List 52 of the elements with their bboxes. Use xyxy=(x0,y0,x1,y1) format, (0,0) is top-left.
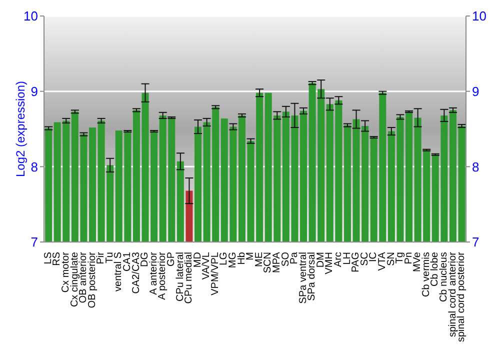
x-tick-label: DG xyxy=(140,252,151,267)
x-tick-label: Pn xyxy=(403,252,414,264)
x-tick-label: SPa dorsal xyxy=(306,252,318,301)
x-tick-label: Hb xyxy=(236,252,248,265)
x-tick-label: GP xyxy=(166,252,177,266)
x-tick-label: spinal cord anterior xyxy=(447,251,458,338)
x-tick-label: Cx cingulate xyxy=(69,252,80,308)
x-tick-label: VTA xyxy=(376,252,388,271)
x-tick-label: VPM/VPL xyxy=(210,252,221,296)
x-tick-label: MVe xyxy=(412,252,424,272)
y2-tick-label: 9 xyxy=(472,84,480,99)
y-tick-label: 8 xyxy=(30,159,38,174)
x-tick-label: DM xyxy=(315,252,326,268)
x-tick-label: LG xyxy=(218,252,230,266)
x-tick-label: Pir xyxy=(96,251,107,264)
x-tick-label: CA1 xyxy=(122,252,134,272)
x-tick-label: Pa xyxy=(289,252,300,264)
x-tick-label: LH xyxy=(342,252,353,265)
x-tick-label: A posterior xyxy=(157,251,168,300)
x-tick-label: Tu xyxy=(104,252,116,264)
y-tick-label: 10 xyxy=(24,8,38,24)
x-tick-label: SN xyxy=(386,252,397,266)
x-tick-label: SO xyxy=(280,252,292,266)
x-tick-label: Cb nucleus xyxy=(438,252,450,302)
x-tick-label: spinal cord posterior xyxy=(456,251,468,342)
x-tick-label: MPA xyxy=(271,252,282,273)
x-tick-label: CPu medial xyxy=(184,252,195,304)
y2-tick-label: 10 xyxy=(472,8,486,24)
x-tick-label: Cb vermis xyxy=(420,252,432,298)
x-tick-label: OB posterior xyxy=(86,251,98,308)
x-tick-label: SC xyxy=(359,252,370,266)
y-axis-title: Log2 (expression) xyxy=(13,80,28,178)
x-tick-label: IC xyxy=(368,252,380,262)
x-tick-label: OB anterior xyxy=(78,251,90,304)
x-tick-label: CA2/CA3 xyxy=(130,252,142,294)
x-tick-label: ME xyxy=(254,252,265,267)
x-tick-label: Cx motor xyxy=(60,251,72,293)
x-tick-label: RS xyxy=(52,252,63,266)
x-tick-label: Tg xyxy=(394,252,406,264)
y-tick-label: 7 xyxy=(30,234,38,250)
y-tick-label: 9 xyxy=(30,84,38,99)
x-tick-label: ventral S xyxy=(113,252,124,292)
y2-tick-label: 8 xyxy=(472,159,480,174)
x-tick-label: SCN xyxy=(262,252,274,274)
x-tick-label: VMH xyxy=(324,252,336,274)
x-tick-label: Arc xyxy=(333,252,344,267)
x-tick-label: Cb lobe xyxy=(430,252,441,286)
x-tick-label: LS xyxy=(42,252,54,264)
x-tick-label: PAG xyxy=(350,252,362,272)
x-tick-label: A anterior xyxy=(148,251,160,295)
y2-tick-label: 7 xyxy=(472,234,480,250)
x-tick-label: M xyxy=(245,252,256,260)
